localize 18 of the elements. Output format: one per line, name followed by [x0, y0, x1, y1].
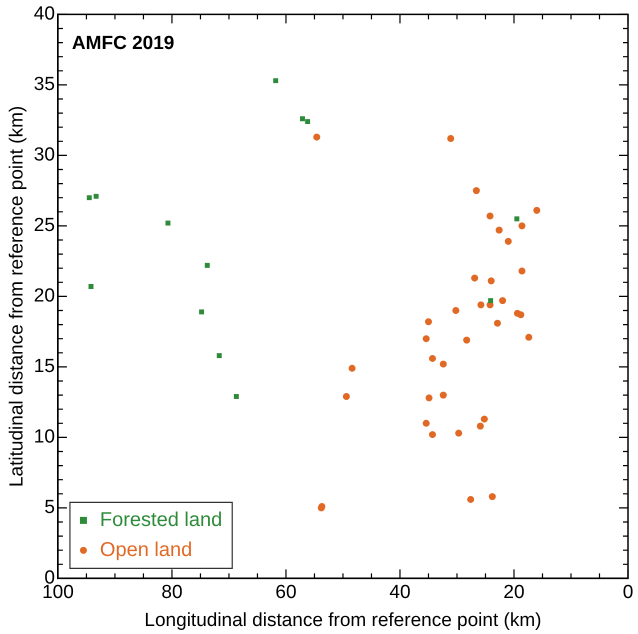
y-tick-label: 15: [34, 356, 55, 378]
y-tick-label: 30: [34, 144, 55, 166]
y-tick-label: 25: [34, 215, 55, 236]
y-axis-title: Latitudinal distance from reference point (km): [6, 106, 28, 488]
legend-label: Forested land: [100, 508, 222, 531]
y-tick-label: 35: [34, 74, 55, 96]
x-tick-label: 0: [622, 582, 634, 604]
x-axis-title: Longitudinal distance from reference point (km): [144, 610, 542, 631]
y-tick-label: 20: [34, 286, 55, 307]
text: AMFC 2019: [72, 33, 174, 54]
x-tick-label: 60: [275, 582, 297, 604]
y-tick-label: 5: [44, 497, 55, 518]
x-tick-label: 20: [503, 582, 525, 604]
y-tick-label: 10: [34, 426, 55, 448]
y-tick-label: 40: [34, 4, 55, 25]
x-tick-label: 80: [161, 582, 183, 604]
x-tick-label: 40: [389, 582, 411, 604]
legend-label: Open land: [100, 538, 192, 561]
